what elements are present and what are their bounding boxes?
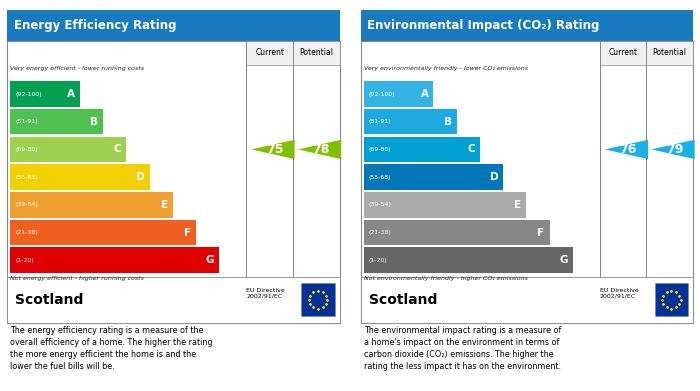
Text: Energy Efficiency Rating: Energy Efficiency Rating xyxy=(14,19,176,32)
Bar xyxy=(301,283,335,316)
Text: The energy efficiency rating is a measure of the
overall efficiency of a home. T: The energy efficiency rating is a measur… xyxy=(10,326,213,371)
Bar xyxy=(246,41,340,65)
Text: D: D xyxy=(136,172,145,182)
Bar xyxy=(7,277,340,323)
Bar xyxy=(364,109,456,135)
Text: (92-100): (92-100) xyxy=(369,91,396,97)
Text: 76: 76 xyxy=(620,143,637,156)
Text: EU Directive
2002/91/EC: EU Directive 2002/91/EC xyxy=(600,288,638,298)
Bar xyxy=(10,137,127,162)
Text: B: B xyxy=(90,117,98,127)
Bar xyxy=(360,277,693,323)
Bar xyxy=(10,164,150,190)
Text: C: C xyxy=(468,144,475,154)
Bar xyxy=(10,248,219,273)
Text: (92-100): (92-100) xyxy=(15,91,42,97)
Polygon shape xyxy=(652,140,694,159)
Text: Current: Current xyxy=(609,48,638,57)
Text: Very environmentally friendly - lower CO₂ emissions: Very environmentally friendly - lower CO… xyxy=(364,66,528,71)
Text: (21-38): (21-38) xyxy=(15,230,38,235)
Text: F: F xyxy=(184,228,191,238)
Text: (55-68): (55-68) xyxy=(15,175,38,179)
Text: EU Directive
2002/91/EC: EU Directive 2002/91/EC xyxy=(246,288,285,298)
Text: (81-91): (81-91) xyxy=(369,119,391,124)
Text: Very energy efficient - lower running costs: Very energy efficient - lower running co… xyxy=(10,66,144,71)
Bar xyxy=(654,283,688,316)
Bar xyxy=(7,10,340,41)
Bar xyxy=(10,81,80,107)
Text: (39-54): (39-54) xyxy=(369,202,392,207)
Polygon shape xyxy=(605,140,648,159)
Text: C: C xyxy=(114,144,121,154)
Bar xyxy=(364,248,573,273)
Bar xyxy=(364,164,503,190)
Bar xyxy=(10,220,196,245)
Text: B: B xyxy=(444,117,452,127)
Text: Environmental Impact (CO₂) Rating: Environmental Impact (CO₂) Rating xyxy=(367,19,599,32)
Text: G: G xyxy=(206,255,214,265)
Text: (1-20): (1-20) xyxy=(369,258,388,263)
Text: A: A xyxy=(67,89,75,99)
Polygon shape xyxy=(298,140,341,159)
Text: E: E xyxy=(514,200,522,210)
Bar xyxy=(10,109,103,135)
Text: E: E xyxy=(161,200,168,210)
Bar xyxy=(364,137,480,162)
Text: (69-80): (69-80) xyxy=(15,147,38,152)
Text: Current: Current xyxy=(256,48,284,57)
Text: (21-38): (21-38) xyxy=(369,230,391,235)
Text: 79: 79 xyxy=(666,143,683,156)
Polygon shape xyxy=(251,140,295,159)
Text: (1-20): (1-20) xyxy=(15,258,34,263)
Bar xyxy=(600,41,693,65)
Text: 75: 75 xyxy=(266,143,284,156)
Bar xyxy=(10,192,173,217)
Text: (55-68): (55-68) xyxy=(369,175,391,179)
Bar xyxy=(364,81,433,107)
Text: (81-91): (81-91) xyxy=(15,119,38,124)
Text: (69-80): (69-80) xyxy=(369,147,391,152)
Text: Potential: Potential xyxy=(652,48,687,57)
Text: The environmental impact rating is a measure of
a home's impact on the environme: The environmental impact rating is a mea… xyxy=(364,326,561,371)
Text: Not environmentally friendly - higher CO₂ emissions: Not environmentally friendly - higher CO… xyxy=(364,276,528,281)
Bar xyxy=(364,220,550,245)
Bar xyxy=(364,192,526,217)
Text: Not energy efficient - higher running costs: Not energy efficient - higher running co… xyxy=(10,276,144,281)
Text: Scotland: Scotland xyxy=(369,293,438,307)
Text: F: F xyxy=(538,228,545,238)
Text: G: G xyxy=(559,255,568,265)
Text: 78: 78 xyxy=(312,143,330,156)
Bar xyxy=(360,10,693,41)
Text: Potential: Potential xyxy=(299,48,333,57)
Text: (39-54): (39-54) xyxy=(15,202,38,207)
Text: D: D xyxy=(489,172,498,182)
Text: Scotland: Scotland xyxy=(15,293,84,307)
Text: A: A xyxy=(421,89,428,99)
